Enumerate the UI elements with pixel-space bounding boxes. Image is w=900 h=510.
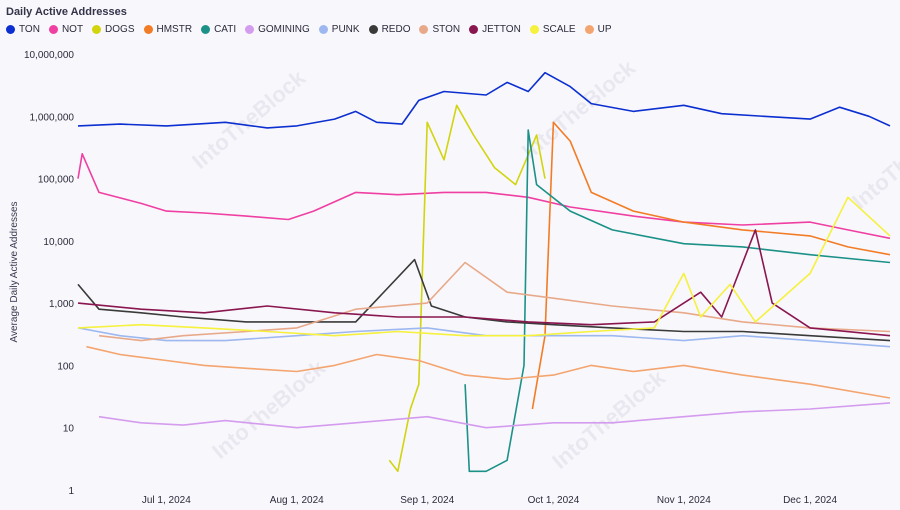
- legend-item-not[interactable]: NOT: [48, 24, 84, 35]
- series-line-redo: [77, 258, 891, 342]
- legend-label: PUNK: [331, 24, 360, 35]
- legend-label: REDO: [381, 24, 411, 35]
- y-axis-label: Average Daily Active Addresses: [9, 201, 20, 342]
- legend-item-up[interactable]: UP: [584, 24, 612, 35]
- series-line-not: [77, 153, 891, 240]
- y-tick-label: 10: [63, 424, 75, 435]
- legend-label: STON: [432, 24, 461, 35]
- series-line-punk: [77, 327, 891, 348]
- legend-item-ton[interactable]: TON: [6, 24, 40, 35]
- legend-item-redo[interactable]: REDO: [368, 24, 411, 35]
- legend-dot-icon: [469, 25, 479, 34]
- legend-dot-icon: [368, 25, 378, 34]
- series-line-up: [86, 345, 891, 399]
- x-tick-label: Jul 1, 2024: [142, 495, 191, 506]
- legend-item-ston[interactable]: STON: [419, 24, 460, 35]
- y-tick-label: 1: [68, 486, 74, 497]
- legend-label: JETTON: [482, 24, 521, 35]
- x-tick-label: Oct 1, 2024: [528, 495, 580, 506]
- y-tick-label: 10,000,000: [24, 50, 74, 61]
- series-line-ton: [77, 71, 891, 129]
- legend-item-scale[interactable]: SCALE: [529, 24, 576, 35]
- legend-label: HMSTR: [156, 24, 193, 35]
- series-line-ston: [98, 261, 891, 342]
- watermark-text: IntoTheBlock: [847, 105, 900, 214]
- y-tick-label: 10,000: [43, 237, 74, 248]
- legend-label: SCALE: [542, 24, 576, 35]
- legend-item-cati[interactable]: CATI: [201, 24, 236, 35]
- legend-dot-icon: [201, 25, 211, 34]
- chart-title: Daily Active Addresses: [6, 6, 127, 18]
- legend-dot-icon: [245, 25, 255, 34]
- legend-item-hmstr[interactable]: HMSTR: [143, 24, 193, 35]
- x-tick-label: Dec 1, 2024: [783, 495, 837, 506]
- legend-label: DOGS: [105, 24, 135, 35]
- legend-dot-icon: [318, 25, 328, 34]
- watermark-text: IntoTheBlock: [207, 355, 330, 464]
- legend-item-punk[interactable]: PUNK: [318, 24, 360, 35]
- legend-item-jetton[interactable]: JETTON: [469, 24, 521, 35]
- x-tick-label: Sep 1, 2024: [400, 495, 454, 506]
- y-tick-label: 1,000,000: [30, 112, 75, 123]
- y-tick-label: 100,000: [38, 175, 75, 186]
- legend-label: GOMINING: [258, 24, 310, 35]
- series-line-scale: [77, 196, 891, 337]
- legend-dot-icon: [584, 25, 594, 34]
- legend-dot-icon: [419, 25, 429, 34]
- series-line-jetton: [77, 229, 891, 337]
- series-line-cati: [464, 129, 891, 473]
- legend-label: NOT: [61, 24, 84, 35]
- x-tick-label: Aug 1, 2024: [270, 495, 324, 506]
- x-tick-label: Nov 1, 2024: [657, 495, 711, 506]
- watermark-text: IntoTheBlock: [187, 65, 310, 174]
- legend-label: CATI: [214, 24, 237, 35]
- legend-dot-icon: [92, 25, 102, 34]
- legend-dot-icon: [529, 25, 539, 34]
- legend-label: UP: [597, 24, 612, 35]
- legend-label: TON: [19, 24, 40, 35]
- legend-dot-icon: [48, 25, 58, 34]
- legend-item-dogs[interactable]: DOGS: [92, 24, 135, 35]
- legend-item-gomining[interactable]: GOMINING: [245, 24, 310, 35]
- chart-legend: TON NOT DOGS HMSTR CATI GOMINING PUNK REDO STON J…: [6, 24, 621, 35]
- series-line-hmstr: [531, 121, 891, 410]
- y-tick-label: 1,000: [49, 299, 74, 310]
- legend-dot-icon: [6, 25, 15, 34]
- series-line-gomining: [98, 402, 891, 429]
- y-tick-label: 100: [57, 361, 74, 372]
- series-line-dogs: [388, 104, 546, 473]
- legend-dot-icon: [143, 25, 153, 34]
